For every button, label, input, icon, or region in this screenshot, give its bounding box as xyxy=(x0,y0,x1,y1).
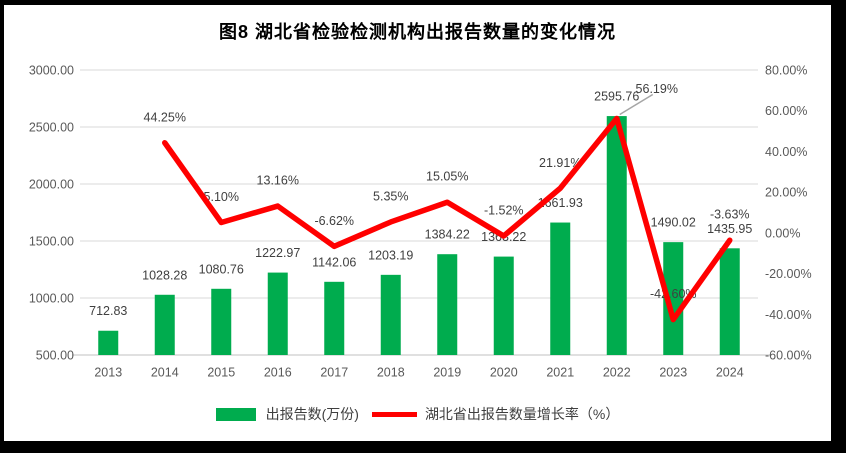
bar-2020 xyxy=(493,256,514,355)
growth-rate-line xyxy=(162,115,733,323)
bar-value-label: 1080.76 xyxy=(199,262,244,276)
left-axis-tick-label: 1000.00 xyxy=(29,292,74,306)
bar-value-label: 2595.76 xyxy=(594,90,639,104)
right-axis-tick-label: 40.00% xyxy=(765,145,807,159)
bar-2015 xyxy=(211,288,232,355)
bar-value-label: 1490.02 xyxy=(651,216,696,230)
right-axis-tick-label: -20.00% xyxy=(765,267,812,281)
bar-2024 xyxy=(719,248,740,355)
bar-value-label: 1435.95 xyxy=(707,222,752,236)
callout-leader-line xyxy=(619,93,654,116)
left-axis-tick-label: 1500.00 xyxy=(29,235,74,249)
x-axis-category-label: 2015 xyxy=(207,366,235,380)
x-axis-category-label: 2014 xyxy=(151,366,179,380)
bar-value-label: 1384.22 xyxy=(425,228,470,242)
bar-2016 xyxy=(267,272,288,355)
legend-line-swatch-icon xyxy=(371,411,417,417)
x-axis-category-label: 2022 xyxy=(603,366,631,380)
line-value-label: 15.05% xyxy=(426,170,468,184)
right-axis-tick-label: -40.00% xyxy=(765,308,812,322)
legend-line-label: 湖北省出报告数量增长率（%） xyxy=(424,406,620,422)
chart-title: 图8 湖北省检验检测机构出报告数量的变化情况 xyxy=(218,22,616,42)
x-axis-category-label: 2023 xyxy=(659,366,687,380)
bar-2018 xyxy=(380,274,401,355)
bar-value-label: 1142.06 xyxy=(312,255,356,269)
line-value-label: 44.25% xyxy=(144,110,186,124)
line-value-label: -1.52% xyxy=(484,203,524,217)
x-axis-category-label: 2020 xyxy=(490,366,518,380)
left-axis-tick-label: 500.00 xyxy=(36,349,74,363)
legend-bar-label: 出报告数(万份) xyxy=(265,406,359,422)
x-axis-category-label: 2017 xyxy=(320,366,348,380)
x-axis-category-label: 2024 xyxy=(716,366,744,380)
bar-2023 xyxy=(663,242,684,355)
right-axis-tick-label: 80.00% xyxy=(765,64,807,78)
line-value-label: -6.62% xyxy=(314,214,354,228)
left-axis-tick-label: 2000.00 xyxy=(29,178,74,192)
line-value-label: 13.16% xyxy=(257,174,299,188)
x-axis-category-label: 2021 xyxy=(546,366,574,380)
right-axis-tick-label: 0.00% xyxy=(765,226,800,240)
bar-value-label: 712.83 xyxy=(89,304,127,318)
bar-value-label: 1222.97 xyxy=(255,246,300,260)
left-axis-tick-label: 3000.00 xyxy=(29,64,74,78)
right-axis-tick-label: 20.00% xyxy=(765,186,807,200)
line-value-label: 56.19% xyxy=(636,82,678,96)
bar-2019 xyxy=(437,254,458,355)
bar-2022 xyxy=(606,116,627,355)
chart-background: 图8 湖北省检验检测机构出报告数量的变化情况 3000.00 2500.00 200… xyxy=(4,5,831,441)
legend: 出报告数(万份) 湖北省出报告数量增长率（%） xyxy=(4,404,831,424)
x-axis-category-label: 2018 xyxy=(377,366,405,380)
legend-bar-swatch-icon xyxy=(215,407,256,421)
line-value-label: 21.91% xyxy=(539,156,581,170)
right-axis-tick-label: -60.00% xyxy=(765,349,812,363)
bar-2014 xyxy=(154,294,175,355)
line-value-label: 5.10% xyxy=(204,190,239,204)
line-value-label: -3.63% xyxy=(710,208,750,222)
left-axis-tick-label: 2500.00 xyxy=(29,121,74,135)
right-axis-tick-label: 60.00% xyxy=(765,104,807,118)
x-axis-category-label: 2013 xyxy=(94,366,122,380)
x-axis-category-label: 2019 xyxy=(433,366,461,380)
plot-area: 3000.00 2500.00 2000.00 1500.00 1000.00 500.0… xyxy=(29,64,812,380)
line-value-label: -42.60% xyxy=(650,287,697,301)
bar-value-label: 1028.28 xyxy=(142,268,187,282)
bar-2017 xyxy=(324,281,345,355)
line-value-label: 5.35% xyxy=(373,189,408,203)
x-axis-category-label: 2016 xyxy=(264,366,292,380)
bar-2021 xyxy=(550,222,571,355)
bar-value-label: 1203.19 xyxy=(368,248,413,262)
bar-2013 xyxy=(98,330,119,355)
